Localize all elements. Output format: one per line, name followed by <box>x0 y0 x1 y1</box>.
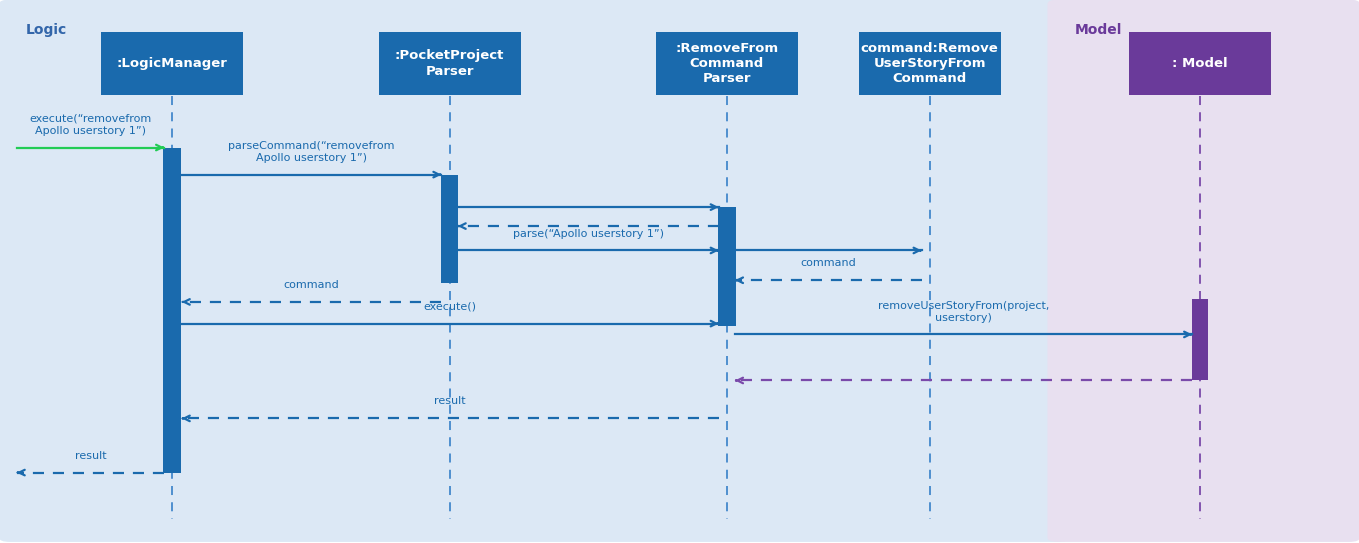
Text: removeUserStoryFrom(project,: removeUserStoryFrom(project, <box>878 301 1049 311</box>
FancyBboxPatch shape <box>0 0 1070 542</box>
Bar <box>163 299 181 472</box>
Text: Command: Command <box>690 57 764 70</box>
Text: command:Remove: command:Remove <box>860 42 999 55</box>
Text: result: result <box>435 396 466 407</box>
Text: :LogicManager: :LogicManager <box>117 57 228 70</box>
Text: Logic: Logic <box>26 23 68 37</box>
Bar <box>1192 299 1208 381</box>
FancyBboxPatch shape <box>656 33 798 94</box>
Bar <box>718 207 735 326</box>
Text: parse(“Apollo userstory 1”): parse(“Apollo userstory 1”) <box>512 229 663 238</box>
Text: Model: Model <box>1075 23 1123 37</box>
Text: Apollo userstory 1”): Apollo userstory 1”) <box>255 153 367 163</box>
FancyBboxPatch shape <box>1129 33 1271 94</box>
Bar <box>440 175 458 283</box>
Text: : Model: : Model <box>1173 57 1229 70</box>
Text: userstory): userstory) <box>935 313 992 323</box>
Text: execute(): execute() <box>424 302 477 312</box>
Text: result: result <box>75 451 106 460</box>
Text: Command: Command <box>893 72 966 85</box>
FancyBboxPatch shape <box>1048 0 1359 542</box>
Text: command: command <box>800 258 856 268</box>
Text: parseCommand(“removefrom: parseCommand(“removefrom <box>228 141 395 151</box>
Text: Apollo userstory 1”): Apollo userstory 1”) <box>35 125 145 136</box>
Text: command: command <box>284 280 340 290</box>
FancyBboxPatch shape <box>859 33 1000 94</box>
Text: execute(“removefrom: execute(“removefrom <box>30 113 152 124</box>
FancyBboxPatch shape <box>379 33 520 94</box>
FancyBboxPatch shape <box>101 33 243 94</box>
Text: UserStoryFrom: UserStoryFrom <box>874 57 987 70</box>
Text: :PocketProject: :PocketProject <box>395 49 504 62</box>
Bar <box>163 148 181 472</box>
Text: Parser: Parser <box>425 65 474 78</box>
Text: Parser: Parser <box>703 72 752 85</box>
Text: :RemoveFrom: :RemoveFrom <box>675 42 779 55</box>
